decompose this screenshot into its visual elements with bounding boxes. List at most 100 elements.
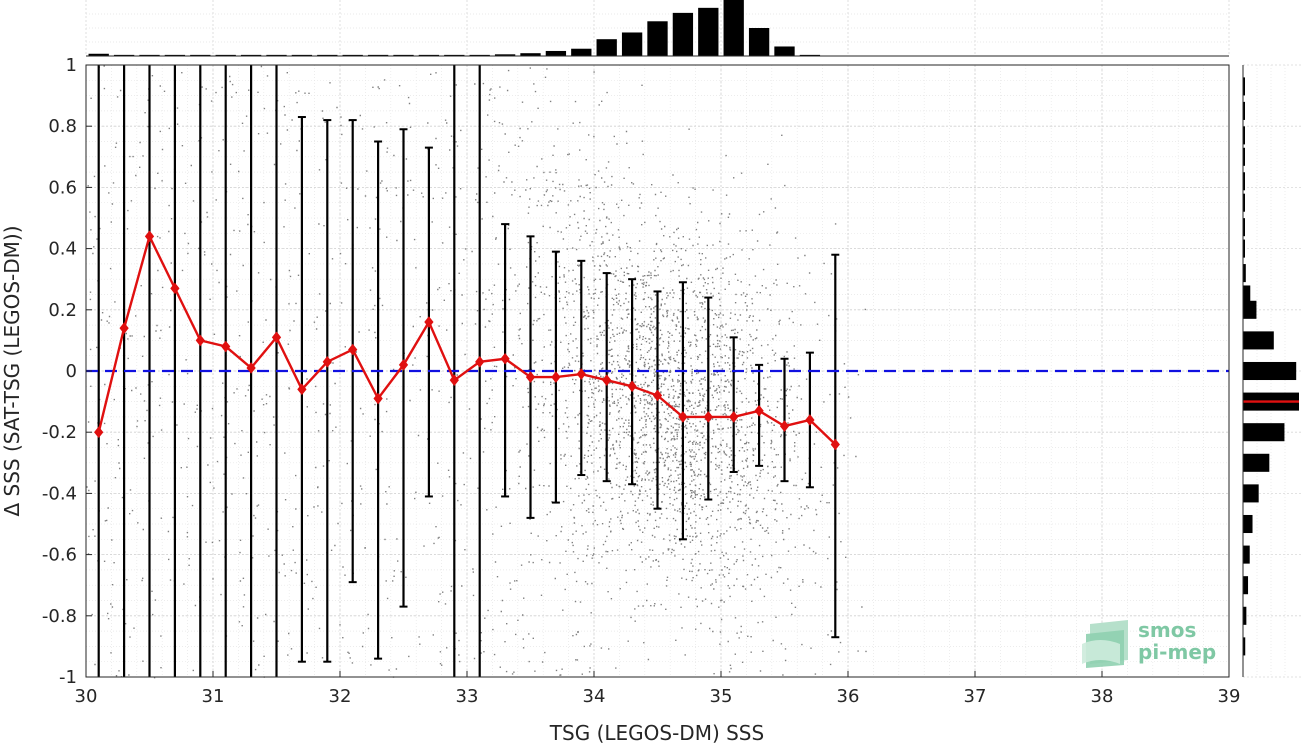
right-hist-bar [1243, 218, 1245, 237]
logo: smos pi-mep [1082, 618, 1216, 668]
right-hist-bar [1243, 101, 1245, 120]
right-hist-bar [1243, 453, 1270, 472]
mean-marker [500, 352, 510, 365]
mean-marker [221, 340, 231, 353]
mean-marker [678, 411, 688, 423]
top-hist-bar [113, 54, 135, 56]
mean-marker [729, 411, 739, 423]
x-tick-label: 39 [1218, 686, 1241, 707]
right-hist-bar [1243, 172, 1245, 191]
top-hist-bar [418, 54, 440, 56]
right-hist-bar [1243, 300, 1257, 319]
mean-marker [119, 322, 129, 334]
mean-marker [576, 368, 586, 380]
right-hist-bar [1243, 423, 1285, 442]
right-hist-bar [1243, 77, 1245, 96]
top-hist-bar [596, 39, 617, 56]
mean-line [94, 230, 840, 451]
mean-marker [246, 362, 256, 374]
top-hist-bar [799, 54, 821, 56]
right-hist-bar [1243, 576, 1249, 595]
right-histogram-panel [1242, 64, 1302, 678]
main-panel: smos pi-mep 30 31 32 33 34 35 36 37 38 39 -1-0.8-… [42, 55, 1241, 707]
x-tick-label: 36 [837, 686, 860, 707]
top-histogram-panel [85, 0, 1230, 57]
x-ticks: 30 31 32 33 34 35 36 37 38 39 [75, 671, 1241, 707]
right-hist-bar [1243, 637, 1246, 656]
x-tick-label: 34 [583, 686, 606, 707]
x-tick-label: 38 [1091, 686, 1114, 707]
right-hist-bar [1243, 545, 1250, 564]
right-hist-bar [1243, 193, 1245, 212]
top-hist-bar [342, 54, 363, 56]
mean-marker [475, 356, 485, 368]
top-hist-bar [139, 54, 160, 56]
top-hist-bar [571, 48, 592, 56]
mean-marker [170, 282, 180, 295]
right-hist-bar [1243, 147, 1245, 166]
logo-line1: smos [1138, 618, 1196, 642]
y-tick-label: 0 [66, 361, 77, 382]
x-tick-label: 31 [202, 686, 225, 707]
logo-mark [1082, 620, 1128, 668]
top-hist-bar [545, 50, 567, 56]
x-tick-label: 33 [456, 686, 479, 707]
right-hist-bar [1243, 239, 1245, 258]
top-hist-bar [621, 32, 643, 56]
mean-marker [830, 438, 840, 451]
mean-marker [449, 374, 459, 386]
mean-marker [94, 426, 104, 439]
y-tick-label: 0.6 [48, 177, 77, 198]
y-tick-label: -0.6 [42, 545, 77, 566]
y-axis-label: Δ SSS (SAT-TSG (LEGOS-DM)) [0, 225, 24, 516]
y-ticks: -1 -0.8 -0.6 -0.4 -0.2 0 0.2 0.4 0.6 0.8 1 [42, 55, 92, 688]
top-hist-bar [494, 54, 516, 56]
y-tick-label: 0.4 [48, 239, 77, 260]
top-hist-bar [190, 54, 211, 56]
mean-marker [652, 389, 663, 402]
y-tick-label: 1 [66, 55, 77, 76]
top-hist-bars [88, 0, 821, 57]
mean-marker [525, 371, 536, 383]
top-hist-bar [774, 46, 795, 56]
y-tick-label: 0.2 [48, 300, 77, 321]
mean-marker [322, 356, 332, 368]
mean-marker [398, 359, 409, 371]
top-hist-bar [469, 54, 490, 56]
x-axis-label: TSG (LEGOS-DM) SSS [549, 721, 764, 745]
top-hist-bar [88, 53, 109, 56]
mean-marker [144, 230, 155, 243]
x-tick-label: 35 [710, 686, 733, 707]
right-hist-bar [1243, 484, 1259, 503]
mean-marker [627, 380, 637, 393]
mean-marker [424, 316, 434, 328]
right-hist-bar [1243, 606, 1247, 625]
top-hist-bar [317, 54, 338, 56]
y-tick-label: -0.4 [42, 483, 77, 504]
y-tick-label: -0.8 [42, 606, 77, 627]
top-hist-bar [367, 54, 389, 56]
logo-line2: pi-mep [1138, 640, 1216, 664]
top-hist-bar [748, 28, 770, 56]
right-hist-bar [1243, 264, 1246, 283]
right-hist-bar [1243, 514, 1253, 534]
mean-marker [373, 392, 383, 405]
mean-marker [195, 334, 205, 347]
y-tick-label: 0.8 [48, 116, 77, 137]
top-hist-bar [520, 53, 541, 56]
x-tick-label: 32 [329, 686, 352, 707]
top-hist-bar [698, 7, 719, 56]
top-hist-bar [215, 54, 236, 56]
mean-marker [551, 371, 561, 383]
mean-marker [271, 331, 282, 344]
mean-marker [348, 343, 358, 356]
top-hist-bar [647, 21, 668, 57]
top-hist-grid [85, 0, 1230, 56]
top-hist-bar [393, 54, 414, 56]
mean-marker [703, 411, 713, 423]
y-tick-label: -0.2 [42, 422, 77, 443]
top-hist-bar [164, 54, 186, 56]
mean-marker [805, 414, 815, 426]
top-hist-bar [723, 0, 744, 56]
